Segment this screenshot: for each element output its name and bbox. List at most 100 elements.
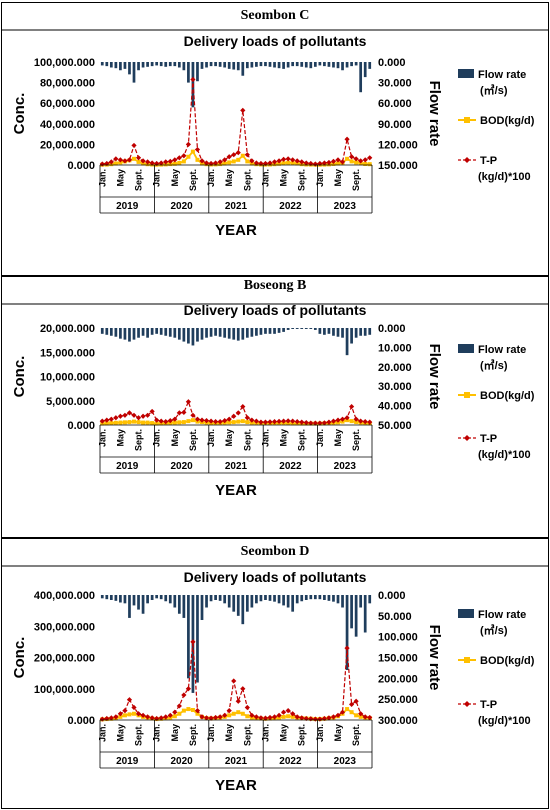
flow-rate-bar bbox=[300, 595, 304, 602]
tp-point bbox=[276, 158, 282, 164]
tp-point bbox=[222, 712, 228, 718]
tp-point bbox=[226, 416, 232, 422]
flow-rate-bar bbox=[137, 328, 140, 338]
x-axis-title: YEAR bbox=[215, 482, 257, 499]
flow-rate-bar bbox=[105, 62, 109, 67]
left-tick-label: 300,000.000 bbox=[34, 621, 95, 633]
tp-point bbox=[362, 714, 368, 720]
tp-point bbox=[122, 412, 128, 418]
flow-rate-bar bbox=[227, 595, 231, 608]
year-label: 2022 bbox=[279, 461, 302, 472]
flow-rate-bar bbox=[173, 595, 177, 608]
tp-point bbox=[108, 416, 114, 422]
tp-point bbox=[244, 704, 250, 711]
tp-point bbox=[199, 158, 205, 164]
month-tick-label: Jan. bbox=[152, 724, 162, 742]
flow-rate-bar bbox=[177, 62, 181, 68]
month-tick-label: May bbox=[279, 169, 289, 187]
tp-point bbox=[172, 416, 178, 422]
bod-point bbox=[222, 161, 227, 166]
bod-point bbox=[136, 159, 141, 164]
tp-point bbox=[231, 678, 237, 684]
tp-point bbox=[339, 709, 346, 715]
tp-point bbox=[276, 712, 282, 718]
bod-point bbox=[349, 710, 354, 715]
flow-rate-bar bbox=[119, 62, 122, 71]
right-tick-label: 40.000 bbox=[378, 401, 412, 413]
month-tick-label: Sept. bbox=[297, 429, 307, 451]
tp-point bbox=[317, 160, 323, 167]
flow-rate-bar bbox=[291, 328, 295, 329]
month-tick-label: Sept. bbox=[242, 429, 252, 451]
tp-point bbox=[185, 399, 191, 405]
tp-point bbox=[367, 155, 373, 161]
bod-point bbox=[195, 157, 200, 162]
bod-point bbox=[172, 420, 177, 425]
flow-rate-bar bbox=[286, 62, 290, 68]
month-tick-label: May bbox=[170, 724, 180, 742]
month-tick-label: May bbox=[333, 429, 343, 447]
tp-point bbox=[149, 408, 155, 415]
left-axis-title: Conc. bbox=[11, 356, 28, 398]
flow-rate-bar bbox=[323, 595, 326, 600]
tp-point bbox=[271, 714, 278, 720]
flow-rate-bar bbox=[114, 328, 118, 337]
left-tick-label: 40,000.000 bbox=[40, 119, 95, 131]
tp-point bbox=[244, 152, 250, 158]
flow-rate-bar bbox=[336, 595, 340, 604]
flow-rate-bar bbox=[236, 595, 240, 616]
flow-rate-bar bbox=[318, 595, 322, 600]
right-tick-label: 0.000 bbox=[378, 323, 406, 335]
tp-point bbox=[262, 419, 269, 425]
flow-rate-bar bbox=[264, 62, 267, 67]
flow-rate-bar bbox=[236, 328, 240, 341]
flow-rate-bar bbox=[146, 328, 149, 338]
bod-point bbox=[245, 159, 250, 164]
flow-rate-bar bbox=[155, 62, 159, 66]
x-axis-title: YEAR bbox=[215, 777, 257, 794]
bod-point bbox=[127, 712, 132, 717]
flow-rate-bar bbox=[368, 62, 372, 69]
bod-point bbox=[245, 420, 250, 425]
flow-rate-bar bbox=[368, 328, 372, 335]
flow-rate-bar bbox=[191, 328, 195, 346]
tp-point bbox=[281, 418, 287, 424]
right-tick-label: 30.000 bbox=[378, 381, 412, 393]
tp-line bbox=[102, 400, 370, 424]
bod-point bbox=[236, 419, 241, 424]
right-tick-label: 10.000 bbox=[378, 342, 412, 354]
flow-rate-bar bbox=[218, 595, 222, 601]
legend: Flow rate (㎥/s) BOD(kg/d) T-P (kg/d)*100 bbox=[458, 609, 535, 727]
flow-rate-bar bbox=[277, 595, 281, 604]
flow-rate-bar bbox=[304, 62, 308, 68]
tp-point bbox=[349, 701, 355, 707]
flow-rate-bar bbox=[359, 595, 363, 608]
flow-rate-bar bbox=[259, 328, 263, 335]
flow-rate-bar bbox=[245, 62, 249, 69]
tp-point bbox=[358, 158, 364, 164]
flow-rate-bar bbox=[100, 62, 104, 66]
bod-point bbox=[181, 708, 186, 713]
tp-point bbox=[135, 415, 142, 421]
flow-rate-bar bbox=[255, 595, 258, 604]
tp-point bbox=[294, 714, 300, 720]
flow-rate-bar bbox=[150, 62, 154, 67]
tp-point bbox=[353, 156, 359, 162]
flow-rate-bar bbox=[223, 62, 227, 68]
tp-point bbox=[213, 714, 219, 721]
month-tick-label: Sept. bbox=[188, 429, 198, 451]
flow-rate-bar bbox=[196, 595, 199, 683]
flow-rate-bar bbox=[295, 328, 299, 329]
tp-point bbox=[203, 418, 210, 424]
flow-rate-bar bbox=[241, 62, 245, 76]
flow-rate-bar bbox=[359, 62, 363, 93]
month-tick-label: Jan. bbox=[206, 724, 216, 742]
panel-frame bbox=[1, 538, 549, 809]
flow-rate-bar bbox=[350, 62, 353, 67]
bod-point bbox=[363, 161, 368, 166]
legend-label-bod: BOD(kg/d) bbox=[480, 390, 535, 402]
flow-rate-bar bbox=[150, 595, 154, 600]
bod-point bbox=[109, 421, 114, 426]
tp-point bbox=[208, 715, 214, 721]
flow-rate-bar bbox=[313, 62, 317, 67]
